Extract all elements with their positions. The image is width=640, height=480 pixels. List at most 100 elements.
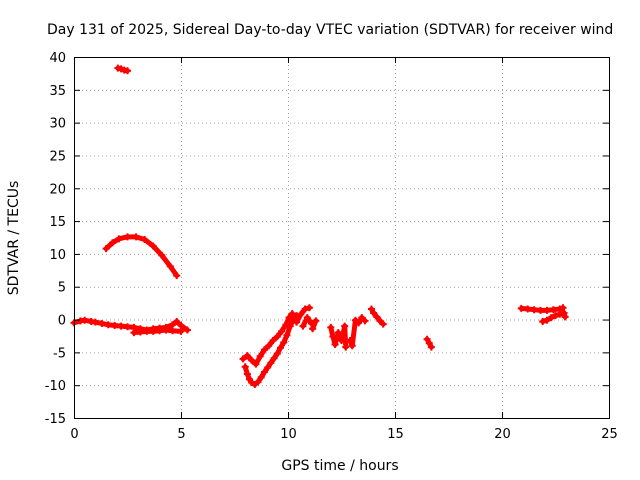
y-tick-label: -15 (45, 412, 66, 427)
data-point (267, 359, 275, 367)
data-point (547, 314, 555, 322)
series-scatter-12h (327, 322, 350, 351)
data-point (301, 305, 309, 313)
data-point (102, 245, 110, 253)
data-point (278, 327, 286, 335)
data-points (70, 64, 569, 389)
data-point (293, 318, 301, 326)
data-point (98, 319, 106, 327)
data-point (524, 305, 532, 313)
data-point (280, 339, 288, 347)
data-point (549, 306, 557, 314)
data-point (239, 355, 247, 363)
data-point (158, 251, 166, 259)
data-point (104, 321, 112, 329)
y-tick-label: -10 (45, 379, 66, 394)
data-point (327, 323, 335, 331)
data-point (346, 337, 354, 345)
data-point (265, 342, 273, 350)
series-flat-low-branch (130, 326, 185, 337)
data-point (91, 318, 99, 326)
axis-ticks: 0 5 10 15 20 25 -15 -10 -5 0 5 10 15 20 25 30 35 40 (45, 51, 618, 442)
data-point (338, 337, 345, 345)
y-tick-label: 20 (49, 182, 66, 197)
data-point (168, 327, 176, 335)
data-point (543, 316, 551, 324)
x-tick-label: 0 (70, 427, 78, 442)
data-point (379, 320, 387, 328)
x-tick-label: 20 (494, 427, 511, 442)
data-point (141, 235, 149, 243)
data-point (130, 329, 138, 337)
data-point (149, 242, 157, 250)
data-point (173, 318, 181, 326)
series-outlier-cluster (114, 64, 131, 75)
data-point (303, 314, 311, 322)
y-tick-label: 0 (58, 314, 66, 329)
data-point (334, 329, 342, 337)
data-point (156, 327, 164, 335)
data-point (342, 343, 350, 351)
data-point (537, 306, 545, 314)
data-point (283, 331, 291, 339)
series-arc-high (102, 233, 181, 280)
data-point (248, 356, 256, 364)
data-point (341, 322, 349, 330)
y-tick-label: 35 (49, 84, 66, 99)
data-point (288, 310, 296, 318)
data-point (124, 67, 131, 75)
data-point (355, 319, 363, 327)
data-trace-segment (342, 323, 349, 350)
data-point (109, 239, 117, 247)
series-cluster-21h (517, 304, 567, 314)
data-point (517, 304, 525, 312)
gridlines (74, 57, 609, 418)
data-point (273, 350, 281, 358)
data-trace-segment (167, 263, 180, 279)
data-point (149, 327, 157, 335)
data-point (162, 326, 170, 334)
data-point (136, 328, 144, 336)
data-point (277, 344, 285, 352)
data-point (168, 321, 176, 329)
data-point (166, 262, 174, 270)
data-point (297, 310, 305, 318)
y-tick-label: 30 (49, 117, 66, 132)
x-axis-label: GPS time / hours (281, 458, 398, 474)
data-point (177, 327, 185, 335)
y-axis-label: SDTVAR / TECUs (6, 181, 22, 296)
data-point (81, 316, 89, 324)
data-point (423, 335, 431, 343)
data-point (243, 352, 251, 360)
y-tick-label: 15 (49, 215, 66, 230)
chart-title: Day 131 of 2025, Sidereal Day-to-day VTE… (47, 22, 613, 38)
data-point (117, 322, 125, 330)
data-point (556, 310, 564, 318)
y-tick-label: 40 (49, 51, 66, 66)
series-scatter-14h (367, 305, 387, 328)
data-point (285, 314, 293, 322)
data-point (329, 333, 337, 341)
data-point (299, 322, 307, 330)
data-point (370, 309, 378, 317)
series-scatter-13h (346, 314, 369, 350)
data-point (252, 360, 260, 368)
y-tick-label: 25 (49, 149, 66, 164)
data-point (559, 304, 567, 312)
data-point (270, 354, 278, 362)
data-point (348, 342, 356, 350)
data-point (241, 363, 249, 371)
data-point (561, 313, 569, 321)
x-tick-label: 5 (177, 427, 185, 442)
data-point (256, 352, 264, 360)
data-point (183, 326, 191, 334)
data-point (367, 305, 375, 313)
data-point (143, 327, 151, 335)
data-point (308, 319, 316, 327)
data-point (543, 306, 551, 314)
data-point (361, 317, 369, 325)
data-point (269, 337, 277, 345)
data-point (309, 325, 317, 333)
series-rising-cluster-upper (239, 304, 313, 368)
data-point (331, 340, 339, 348)
